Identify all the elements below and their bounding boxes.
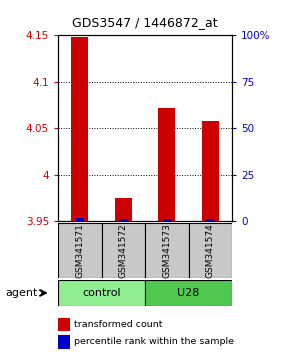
Text: GDS3547 / 1446872_at: GDS3547 / 1446872_at — [72, 16, 218, 29]
Bar — [188, 223, 232, 278]
Bar — [58, 335, 70, 349]
Bar — [115, 198, 132, 221]
Bar — [119, 219, 127, 221]
Text: GSM341573: GSM341573 — [162, 223, 171, 278]
Bar — [58, 223, 102, 278]
Bar — [58, 280, 145, 306]
Text: percentile rank within the sample: percentile rank within the sample — [74, 337, 234, 347]
Text: agent: agent — [6, 288, 38, 298]
Text: GSM341571: GSM341571 — [75, 223, 84, 278]
Bar — [58, 318, 70, 331]
Bar — [102, 223, 145, 278]
Bar — [202, 121, 219, 221]
Bar — [206, 219, 214, 221]
Text: U28: U28 — [177, 288, 200, 298]
Text: control: control — [82, 288, 121, 298]
Text: transformed count: transformed count — [74, 320, 162, 329]
Bar — [71, 37, 88, 221]
Bar — [76, 218, 84, 221]
Bar — [158, 108, 175, 221]
Text: GSM341572: GSM341572 — [119, 223, 128, 278]
Bar — [145, 280, 232, 306]
Text: GSM341574: GSM341574 — [206, 223, 215, 278]
Bar — [145, 223, 188, 278]
Bar — [163, 219, 171, 221]
